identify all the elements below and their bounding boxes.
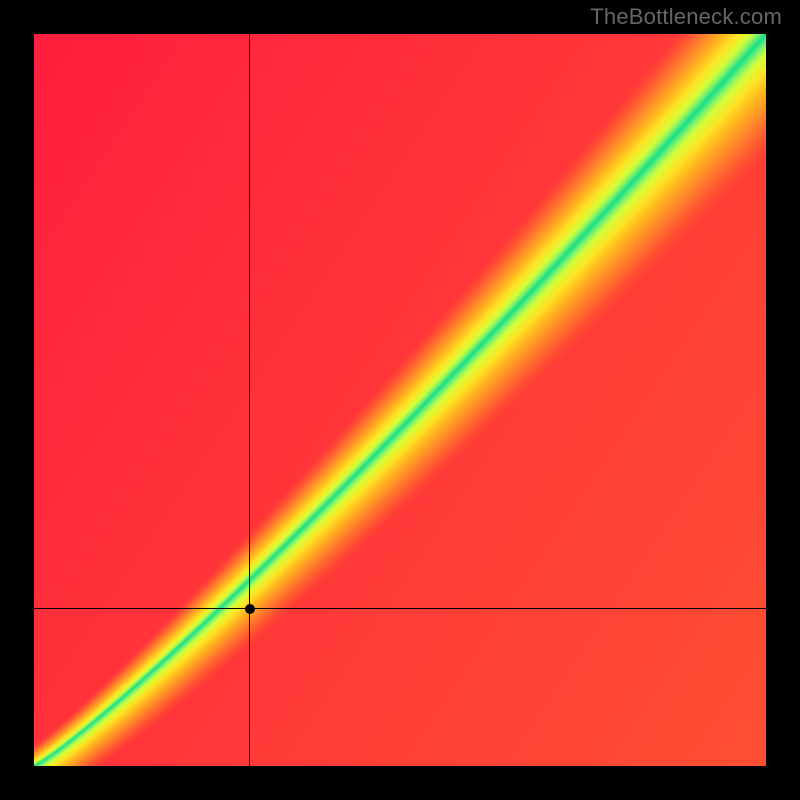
crosshair-horizontal	[34, 608, 766, 609]
marker-dot	[245, 604, 255, 614]
crosshair-vertical	[249, 34, 250, 766]
watermark-text: TheBottleneck.com	[590, 4, 782, 30]
chart-container: TheBottleneck.com	[0, 0, 800, 800]
heatmap-canvas	[34, 34, 766, 766]
plot-area	[34, 34, 766, 766]
